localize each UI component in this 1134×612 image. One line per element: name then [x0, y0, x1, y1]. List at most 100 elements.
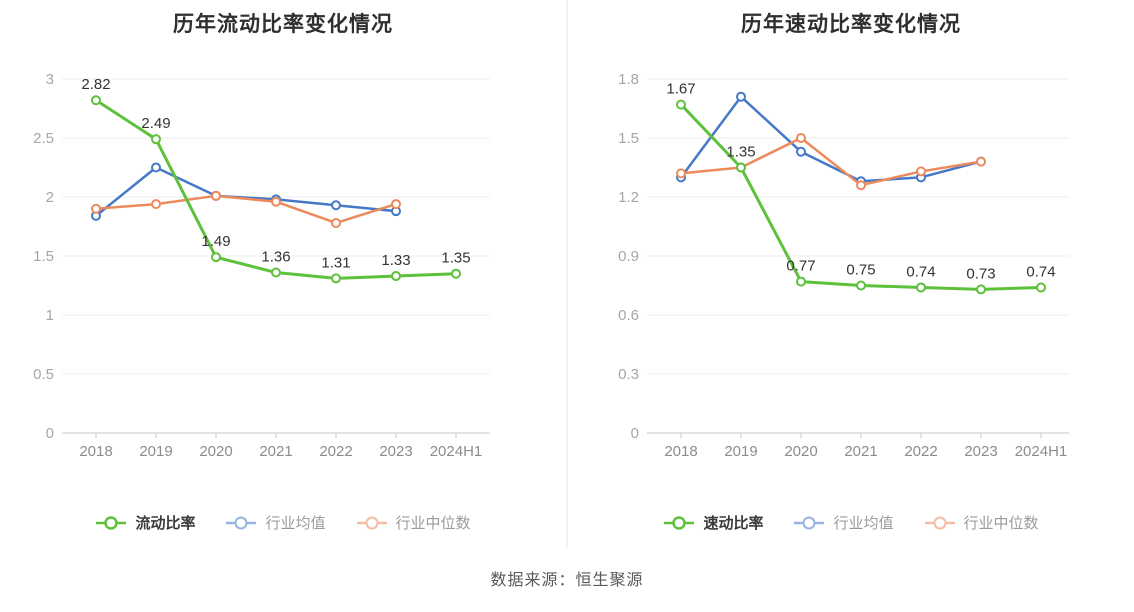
- svg-text:2020: 2020: [199, 443, 232, 460]
- legend-label: 速动比率: [703, 515, 764, 532]
- legend-item-速动比率[interactable]: 速动比率: [663, 512, 763, 533]
- svg-text:0: 0: [46, 425, 54, 442]
- legend-line-marker-icon: [226, 516, 257, 529]
- svg-text:1.49: 1.49: [201, 233, 230, 250]
- svg-text:2022: 2022: [319, 443, 352, 460]
- legend-line-marker-icon: [664, 515, 695, 530]
- data-point-marker: [91, 203, 101, 214]
- data-point-marker: [331, 200, 341, 211]
- svg-text:0: 0: [631, 425, 639, 442]
- svg-text:1.35: 1.35: [441, 250, 470, 267]
- svg-text:2.82: 2.82: [81, 76, 110, 93]
- svg-text:1.33: 1.33: [381, 252, 410, 269]
- svg-text:2020: 2020: [784, 443, 817, 460]
- current-ratio-chart-title: 历年流动比率变化情况: [173, 13, 393, 36]
- svg-text:1.5: 1.5: [618, 130, 639, 147]
- quick-ratio-legend: 速动比率 行业均值 行业中位数: [568, 512, 1134, 533]
- svg-text:0.5: 0.5: [33, 366, 54, 383]
- legend-line-marker-icon: [794, 516, 825, 529]
- x-axis: 2018 2019 2020 2021 2022 2023 2024H1: [62, 432, 490, 460]
- svg-text:2019: 2019: [724, 443, 757, 460]
- svg-text:2019: 2019: [139, 443, 172, 460]
- data-point-marker: [91, 95, 101, 106]
- series-行业中位数: [676, 133, 986, 191]
- data-point-marker: [331, 273, 341, 284]
- svg-text:2021: 2021: [259, 443, 292, 460]
- quick-ratio-chart-panel: 历年速动比率变化情况 0 0.3 0.6 0.9 1.2 1.5 1.8 2018 2019 20…: [568, 0, 1134, 548]
- legend-label: 流动比率: [135, 515, 196, 532]
- financial-ratio-charts-page: 历年流动比率变化情况 0 0.5 1 1.5 2 2.5 3 2018 2019 2020 2021…: [0, 0, 1134, 589]
- legend-line-marker-icon: [924, 516, 955, 529]
- series-流动比率: [91, 95, 461, 284]
- svg-text:1.5: 1.5: [33, 248, 54, 265]
- data-point-marker: [796, 146, 806, 157]
- svg-text:3: 3: [46, 71, 54, 88]
- quick-ratio-chart-title: 历年速动比率变化情况: [741, 13, 961, 36]
- svg-text:2024H1: 2024H1: [430, 443, 483, 460]
- data-point-marker: [796, 133, 806, 143]
- current-ratio-chart-canvas: 0 0.5 1 1.5 2 2.5 3 2018 2019 2020 2021 2022 2023 202…: [33, 71, 490, 460]
- data-point-marker: [676, 99, 686, 110]
- svg-text:1.67: 1.67: [666, 81, 695, 98]
- data-point-marker: [211, 252, 221, 263]
- current-ratio-legend: 流动比率 行业均值 行业中位数: [0, 512, 566, 533]
- svg-text:1.8: 1.8: [618, 71, 639, 88]
- current-ratio-chart-panel: 历年流动比率变化情况 0 0.5 1 1.5 2 2.5 3 2018 2019 2020 2021…: [0, 0, 566, 548]
- svg-text:2.5: 2.5: [33, 130, 54, 147]
- svg-text:1: 1: [46, 307, 54, 324]
- svg-text:2022: 2022: [904, 443, 937, 460]
- svg-text:0.74: 0.74: [906, 263, 935, 280]
- legend-item-行业均值[interactable]: 行业均值: [225, 512, 326, 533]
- data-point-marker: [976, 156, 986, 167]
- legend-item-流动比率[interactable]: 流动比率: [95, 512, 195, 533]
- svg-text:2.49: 2.49: [141, 115, 170, 132]
- legend-label: 行业均值: [833, 515, 894, 532]
- series-行业均值: [91, 162, 401, 221]
- svg-text:2018: 2018: [664, 443, 697, 460]
- x-axis: 2018 2019 2020 2021 2022 2023 2024H1: [647, 432, 1069, 460]
- svg-text:1.36: 1.36: [261, 249, 290, 266]
- charts-row: 历年流动比率变化情况 0 0.5 1 1.5 2 2.5 3 2018 2019 2020 2021…: [0, 0, 1134, 548]
- legend-label: 行业均值: [265, 515, 326, 532]
- data-point-marker: [1036, 282, 1046, 293]
- data-point-marker: [736, 91, 746, 102]
- data-point-marker: [856, 180, 866, 191]
- data-point-marker: [271, 196, 281, 207]
- data-point-marker: [916, 166, 926, 177]
- legend-line-marker-icon: [96, 515, 127, 530]
- legend-item-行业均值[interactable]: 行业均值: [793, 512, 894, 533]
- legend-line-marker-icon: [356, 516, 387, 529]
- svg-text:0.6: 0.6: [618, 307, 639, 324]
- value-labels: 2.82 2.49 1.49 1.36 1.31 1.33 1.35: [81, 76, 470, 271]
- data-point-marker: [271, 267, 281, 278]
- data-point-marker: [151, 199, 161, 210]
- svg-text:2: 2: [46, 189, 54, 206]
- panel-divider: [566, 0, 568, 548]
- svg-text:0.73: 0.73: [966, 265, 995, 282]
- data-point-marker: [916, 282, 926, 293]
- legend-item-行业中位数[interactable]: 行业中位数: [356, 512, 471, 533]
- legend-item-行业中位数[interactable]: 行业中位数: [924, 512, 1039, 533]
- svg-text:2023: 2023: [379, 443, 412, 460]
- data-point-marker: [151, 162, 161, 173]
- legend-label: 行业中位数: [963, 515, 1039, 532]
- svg-text:1.2: 1.2: [618, 189, 639, 206]
- data-point-marker: [676, 168, 686, 179]
- svg-text:0.3: 0.3: [618, 366, 639, 383]
- legend-label: 行业中位数: [395, 515, 471, 532]
- data-source-caption: 数据来源：恒生聚源: [490, 572, 644, 589]
- svg-text:0.75: 0.75: [846, 262, 875, 279]
- data-point-marker: [391, 271, 401, 282]
- series-速动比率: [676, 99, 1046, 295]
- svg-text:0.74: 0.74: [1026, 263, 1055, 280]
- value-labels: 1.67 1.35 0.77 0.75 0.74 0.73 0.74: [666, 81, 1055, 283]
- data-point-marker: [331, 217, 341, 228]
- svg-text:1.35: 1.35: [726, 144, 755, 161]
- svg-text:0.9: 0.9: [618, 248, 639, 265]
- gridlines: 0 0.3 0.6 0.9 1.2 1.5 1.8: [618, 71, 1069, 442]
- data-point-marker: [391, 199, 401, 210]
- data-point-marker: [736, 162, 746, 173]
- svg-text:2021: 2021: [844, 443, 877, 460]
- data-point-marker: [451, 268, 461, 279]
